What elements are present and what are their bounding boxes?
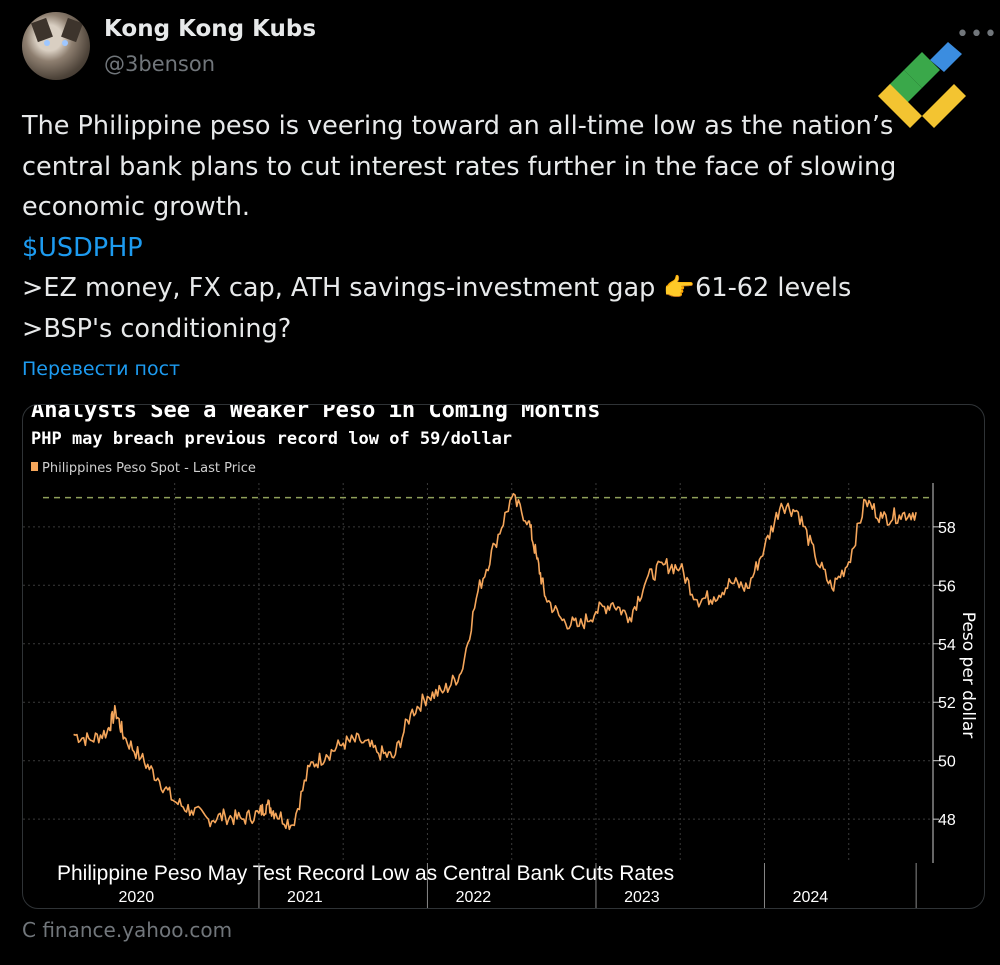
caption-backdrop [23,863,723,893]
pointing-finger-emoji: 👉 [663,273,696,303]
avatar-ear-right [61,17,83,43]
chart-grid [23,483,933,863]
legend-label: Philippines Peso Spot - Last Price [42,461,256,476]
y-tick-label-56: 56 [938,578,956,595]
tweet-line-5: >EZ money, FX cap, ATH savings-investmen… [22,268,972,309]
translate-post-link[interactable]: Перевести пост [22,358,181,380]
tweet-line-1: The Philippine peso is veering toward an… [22,111,894,141]
legend-swatch [31,462,38,471]
x-tick-label-2024: 2024 [793,889,829,906]
avatar-eye-right [62,40,68,46]
tweet-line-5-post: 61-62 levels [695,273,852,303]
avatar[interactable] [22,12,90,80]
avatar-eye-left [44,40,50,46]
x-tick-label-2023: 2023 [624,889,660,906]
author-name[interactable]: Kong Kong Kubs [104,16,317,42]
chart-canvas: Analysts See a Weaker Peso in Coming Mon… [23,405,978,908]
x-tick-label-2020: 2020 [119,889,155,906]
x-tick-label-2021: 2021 [287,889,323,906]
y-tick-label-48: 48 [938,812,956,829]
more-options-icon[interactable]: ••• [956,22,998,47]
tweet-line-5-pre: >EZ money, FX cap, ATH savings-investmen… [22,273,664,303]
chart-image[interactable]: Analysts See a Weaker Peso in Coming Mon… [22,404,985,909]
tweet-line-3: economic growth. [22,192,250,222]
x-axis: 2020 2021 2022 2023 2024 [119,863,917,908]
y-tick-label-54: 54 [938,637,956,654]
cashtag-link[interactable]: $USDPHP [22,232,143,263]
peso-price-line [73,492,917,831]
tweet-line-2: central bank plans to cut interest rates… [22,151,897,182]
avatar-ear-left [31,17,53,43]
author-handle[interactable]: @3benson [104,52,216,76]
chart-title: Analysts See a Weaker Peso in Coming Mon… [31,405,601,423]
source-domain[interactable]: С finance.yahoo.com [22,918,233,942]
y-tick-label-50: 50 [938,754,956,771]
brand-logo-icon [878,42,966,128]
y-axis: 48 50 52 54 56 58 [932,483,956,863]
y-axis-label: Peso per dollar [958,612,978,738]
tweet-text: The Philippine peso is veering toward an… [22,106,972,349]
chart-bottom-caption: Philippine Peso May Test Record Low as C… [57,862,674,885]
chart-subtitle: PHP may breach previous record low of 59… [31,429,512,449]
y-tick-label-52: 52 [938,695,956,712]
x-tick-label-2022: 2022 [456,889,492,906]
tweet-line-6: >BSP's conditioning? [22,313,292,344]
y-tick-label-58: 58 [938,520,956,537]
